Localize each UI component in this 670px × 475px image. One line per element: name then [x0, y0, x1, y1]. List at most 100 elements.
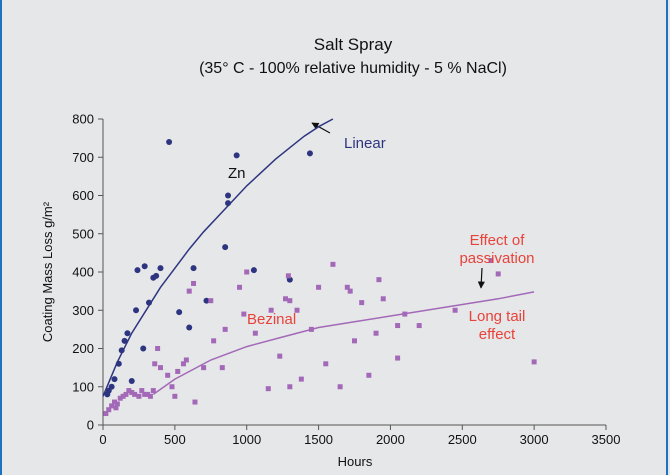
data-point — [225, 192, 232, 199]
x-tick-label: 2500 — [448, 432, 477, 447]
data-point — [308, 326, 314, 332]
data-point — [531, 359, 537, 365]
data-point — [157, 265, 164, 272]
data-point — [359, 300, 365, 306]
data-point — [191, 280, 197, 286]
data-point — [225, 200, 232, 207]
data-point — [129, 389, 135, 395]
data-point — [145, 299, 152, 306]
x-tick-label: 2000 — [376, 432, 405, 447]
y-tick-label: 800 — [72, 112, 94, 127]
chart-title: Salt Spray — [314, 35, 393, 54]
fit-curve — [152, 291, 535, 396]
data-point — [416, 323, 422, 329]
data-point — [285, 273, 291, 279]
data-point — [169, 384, 175, 390]
y-tick-label: 600 — [72, 188, 94, 203]
data-point — [118, 347, 125, 354]
data-point — [166, 138, 173, 145]
data-point — [186, 324, 193, 331]
linear-arrow — [311, 122, 331, 134]
data-point — [283, 296, 289, 302]
data-point — [495, 271, 501, 277]
data-point — [237, 284, 243, 290]
data-point — [111, 376, 118, 383]
x-axis-label: Hours — [338, 454, 373, 469]
data-point — [395, 355, 401, 361]
data-point — [140, 345, 147, 352]
data-point — [287, 384, 293, 390]
y-tick-label: 400 — [72, 265, 94, 280]
series-label: Zn — [228, 165, 246, 182]
y-tick-label: 100 — [72, 379, 94, 394]
data-point — [244, 269, 250, 275]
data-point — [111, 399, 117, 405]
data-point — [380, 296, 386, 302]
data-point — [115, 360, 122, 367]
data-point — [103, 411, 109, 417]
data-point — [265, 386, 271, 392]
data-point — [402, 311, 408, 317]
annotation: effect — [479, 326, 516, 343]
data-point — [250, 267, 257, 274]
y-tick-label: 500 — [72, 226, 94, 241]
annotation: Long tail — [469, 308, 526, 325]
data-point — [376, 277, 382, 283]
data-point — [155, 346, 161, 351]
data-point — [113, 405, 119, 411]
data-point — [152, 361, 158, 367]
data-point — [241, 311, 247, 317]
data-point — [150, 388, 156, 394]
data-point — [373, 330, 379, 336]
data-point — [192, 399, 198, 405]
data-point — [222, 244, 229, 251]
data-point — [141, 263, 148, 270]
data-point — [106, 407, 112, 413]
data-point — [233, 152, 240, 159]
x-tick-label: 1000 — [232, 432, 261, 447]
x-tick-label: 3500 — [592, 432, 621, 447]
data-point — [337, 384, 343, 390]
data-point — [201, 365, 207, 371]
y-tick-label: 200 — [72, 341, 94, 356]
data-point — [190, 265, 197, 272]
data-point — [330, 261, 336, 267]
data-point — [395, 323, 401, 329]
data-point — [142, 391, 148, 397]
y-tick-label: 300 — [72, 303, 94, 318]
y-tick-label: 0 — [87, 418, 94, 433]
data-point — [344, 284, 350, 290]
data-point — [211, 338, 217, 344]
fit-curve — [102, 118, 334, 397]
data-point — [294, 307, 300, 313]
passivation-arrow — [477, 267, 485, 289]
data-point — [153, 272, 160, 279]
data-point — [157, 365, 163, 371]
data-point — [134, 267, 141, 274]
data-point — [268, 307, 274, 313]
data-point — [306, 150, 313, 157]
data-point — [109, 403, 115, 409]
data-point — [132, 391, 138, 397]
data-point — [287, 298, 293, 304]
data-point — [172, 393, 178, 399]
data-point — [120, 393, 126, 399]
data-point — [180, 361, 186, 367]
data-point — [114, 401, 120, 407]
annotation: Effect of — [470, 232, 526, 249]
annotation: passivation — [459, 250, 534, 267]
data-point — [108, 383, 115, 390]
data-point — [277, 353, 283, 359]
data-point — [124, 330, 131, 337]
data-point — [175, 368, 181, 374]
data-point — [183, 357, 189, 363]
x-tick-label: 1500 — [304, 432, 333, 447]
data-point — [117, 395, 123, 401]
data-point — [252, 330, 258, 336]
y-axis-label: Coating Mass Loss g/m² — [40, 201, 55, 342]
data-point — [186, 288, 192, 294]
data-point — [219, 365, 225, 371]
data-point — [208, 298, 214, 304]
